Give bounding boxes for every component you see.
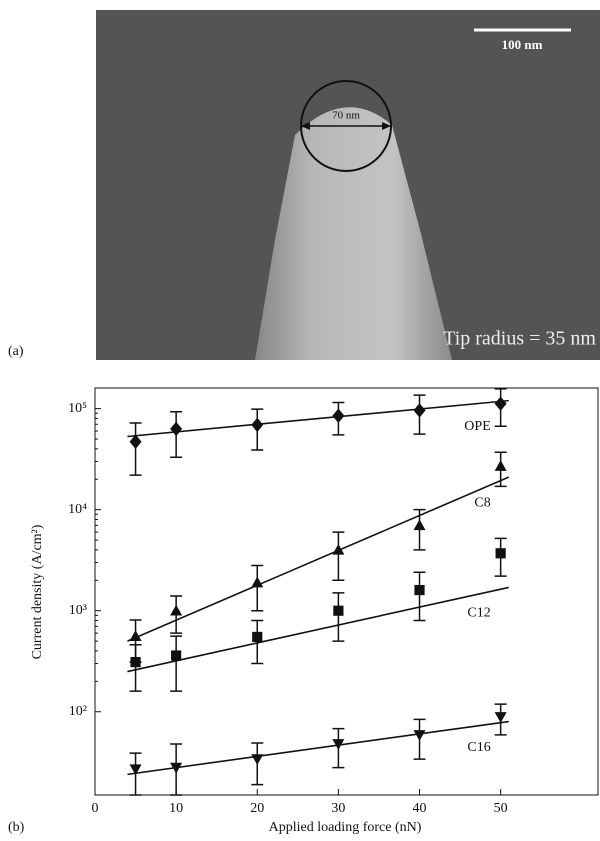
- marker: [171, 650, 182, 661]
- y-tick-label: 10⁴: [68, 502, 87, 517]
- marker: [129, 434, 142, 449]
- caption: Tip radius = 35 nm: [443, 328, 596, 350]
- error-bar: [170, 635, 183, 692]
- sem-image: 70 nm 100 nm Tip radius = 35 nm: [96, 10, 600, 360]
- series-label: C16: [467, 740, 490, 755]
- series-label: C12: [467, 606, 490, 621]
- x-axis-label: Applied loading force (nN): [269, 820, 422, 835]
- marker: [170, 604, 183, 616]
- error-bar: [332, 531, 345, 582]
- panel-label: (b): [8, 820, 25, 835]
- marker: [495, 548, 506, 559]
- marker: [129, 630, 142, 641]
- marker: [494, 460, 507, 471]
- marker: [333, 605, 344, 616]
- fit-line: [127, 720, 509, 776]
- marker: [252, 631, 263, 643]
- marker: [414, 584, 425, 596]
- x-tick-label: 20: [250, 801, 264, 816]
- marker: [251, 417, 264, 433]
- arrow-heads: [301, 122, 391, 130]
- marker: [413, 519, 426, 531]
- panel-label: (a): [8, 344, 24, 359]
- y-tick-label: 10⁵: [68, 401, 87, 416]
- marker: [170, 762, 183, 774]
- marker: [494, 396, 507, 411]
- series-label: C8: [474, 495, 490, 510]
- x-tick-label: 0: [92, 801, 99, 816]
- marker: [170, 421, 183, 437]
- marker: [494, 712, 507, 723]
- x-tick-label: 10: [169, 801, 183, 816]
- plot-frame: [94, 387, 599, 796]
- series-label: OPE: [464, 419, 490, 434]
- x-tick-label: 30: [331, 801, 345, 816]
- marker: [332, 739, 345, 750]
- error-bar: [251, 564, 264, 612]
- scale-bar-label: 100 nm: [502, 37, 543, 52]
- error-bar: [332, 592, 345, 642]
- x-tick-label: 40: [413, 801, 427, 816]
- fit-line: [127, 586, 509, 673]
- marker: [130, 657, 141, 668]
- fit-line: [127, 476, 510, 642]
- marker: [413, 403, 426, 418]
- y-tick-label: 10³: [69, 603, 87, 618]
- error-bar: [129, 422, 142, 476]
- diameter-label: 70 nm: [332, 110, 360, 122]
- y-tick-label: 10²: [69, 704, 87, 719]
- error-bar: [129, 644, 142, 692]
- marker: [129, 764, 142, 776]
- marker: [251, 754, 264, 766]
- marker: [251, 576, 264, 588]
- fit-line: [127, 399, 509, 438]
- marker: [332, 408, 345, 423]
- tip: [255, 107, 452, 360]
- marker: [413, 730, 426, 741]
- x-tick-label: 50: [494, 801, 508, 816]
- y-axis-label: Current density (A/cm²): [30, 524, 45, 659]
- error-bar: [413, 571, 426, 622]
- marker: [332, 543, 345, 555]
